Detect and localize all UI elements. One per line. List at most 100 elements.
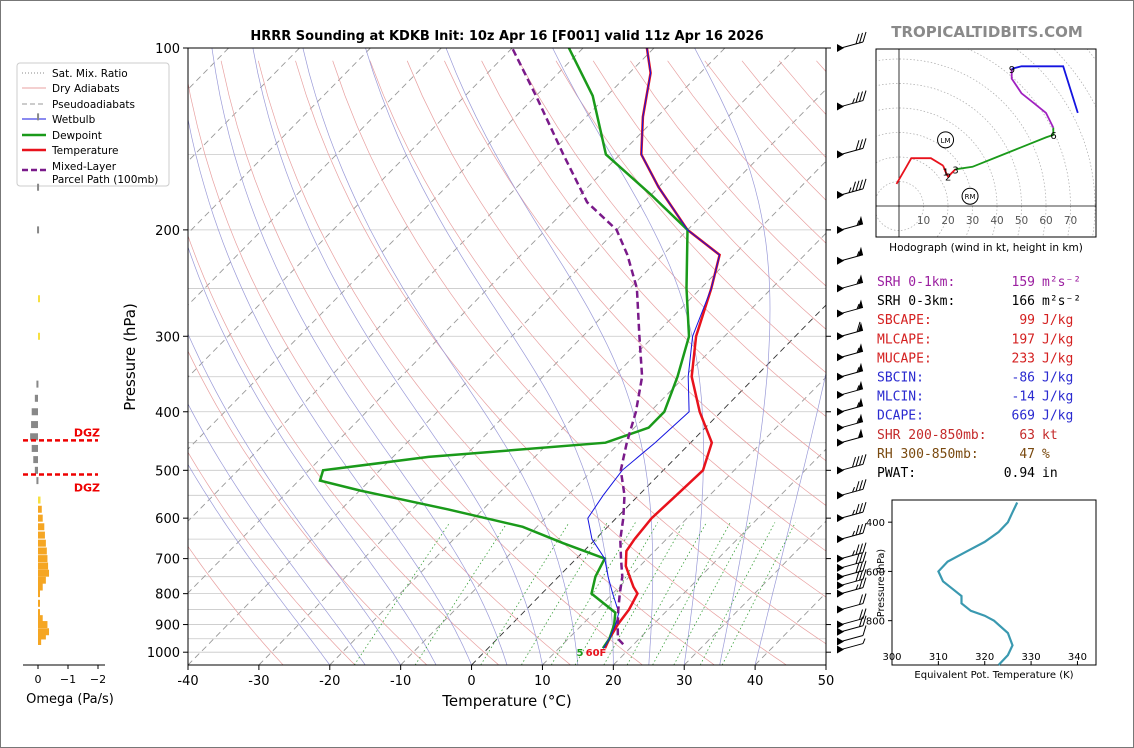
barb-full: [855, 544, 860, 555]
legend-box: [16, 62, 170, 187]
index-unit: kt: [1042, 428, 1058, 443]
omega-bar: [38, 555, 48, 563]
dry-adiabat: [555, 60, 826, 374]
skewt-plot-area: [188, 48, 826, 665]
wind-barb: [837, 479, 867, 500]
barb-full: [859, 578, 863, 589]
legend-entry: Mixed-Layer Parcel Path (100mb): [52, 161, 158, 186]
barb-staff: [840, 570, 864, 578]
index-unit: J/kg: [1042, 371, 1073, 386]
barb-full: [862, 178, 867, 189]
wind-barb: [837, 362, 864, 381]
wind-barb: [837, 413, 864, 432]
wind-barb: [837, 638, 866, 654]
theta-e-tick-label: 340: [1068, 652, 1087, 663]
barb-arrow: [837, 645, 844, 654]
barb-arrow: [837, 423, 844, 432]
dry-adiabat: [188, 80, 571, 665]
skewt-frame: [187, 47, 827, 666]
dry-adiabat: [188, 451, 356, 665]
x-tick-label: -30: [248, 674, 269, 689]
barb-full: [855, 562, 860, 573]
wind-barb: [837, 321, 864, 341]
index-label: DCAPE:: [877, 409, 924, 424]
dry-adiabat: [592, 60, 826, 330]
legend-entry: Sat. Mix. Ratio: [52, 68, 128, 80]
barb-arrow: [837, 466, 844, 475]
theta-e-trace: [937, 502, 1019, 666]
barb-arrow: [837, 554, 844, 563]
wind-barb: [837, 246, 864, 265]
wind-barb: [837, 215, 864, 234]
wind-barb: [837, 299, 864, 318]
storm-motion-marker: [961, 187, 979, 205]
pseudoadiabat: [211, 48, 508, 665]
barb-full: [855, 571, 860, 582]
series-mixed-layer-parcel-path-mb-: [511, 48, 644, 646]
theta-e-frame: [891, 499, 1097, 666]
barb-full: [862, 138, 867, 149]
barb-arrow: [837, 150, 844, 159]
omega-bar: [38, 514, 43, 522]
mixing-ratio-line: [480, 522, 570, 665]
barb-full: [859, 609, 863, 620]
barb-full: [859, 32, 863, 44]
index-label: SRH 0-1km:: [877, 275, 955, 290]
barb-staff: [840, 329, 864, 337]
hodo-tick-label: 50: [1015, 215, 1028, 227]
mixing-ratio-line: [721, 522, 796, 665]
barb-pennant: [858, 413, 863, 423]
index-unit: J/kg: [1042, 409, 1073, 424]
barb-arrow: [837, 637, 844, 646]
omega-bar: [38, 637, 42, 645]
x-tick-label: -40: [177, 674, 198, 689]
omega-tick-label: −1: [60, 673, 76, 686]
barb-full: [859, 561, 863, 572]
index-value: 159: [1012, 275, 1035, 290]
barb-staff: [840, 41, 864, 49]
wind-barb: [837, 31, 867, 52]
dry-adiabat: [188, 234, 500, 665]
barb-arrow: [837, 438, 844, 447]
barb-staff: [840, 532, 864, 540]
legend-entry: Dewpoint: [52, 130, 102, 142]
barb-half: [856, 347, 860, 354]
barb-staff: [840, 436, 864, 444]
omega-bar: [30, 433, 38, 441]
index-label: SBCAPE:: [877, 313, 932, 328]
barb-full: [855, 456, 860, 467]
omega-bar: [31, 421, 38, 429]
barb-half: [852, 530, 855, 537]
dgz-label: DGZ: [74, 481, 100, 494]
dry-adiabat: [295, 60, 787, 665]
index-label: SHR 200-850mb:: [877, 428, 987, 443]
index-value: -14: [1012, 390, 1036, 405]
hodo-frame: [875, 48, 1097, 238]
barb-arrow: [837, 309, 844, 318]
legend-entry: Temperature: [51, 145, 119, 157]
barb-full: [862, 615, 867, 626]
dry-adiabat: [518, 60, 826, 417]
omega-tick-label: −2: [90, 673, 106, 686]
omega-bar: [38, 562, 49, 570]
barb-staff: [840, 350, 864, 358]
barb-half: [856, 367, 860, 373]
hodo-trace: [1010, 68, 1055, 129]
barb-full: [862, 31, 867, 43]
pseudoadiabat: [188, 333, 401, 665]
barb-full: [859, 91, 863, 102]
y-tick-label: 900: [155, 619, 180, 634]
x-tick-label: -20: [319, 674, 340, 689]
x-tick-label: 10: [534, 674, 551, 689]
theta-e-ytick-label: 400: [866, 518, 885, 529]
barb-arrow: [837, 256, 844, 265]
barb-full: [859, 570, 863, 581]
barb-staff: [840, 306, 864, 314]
wind-barb: [837, 428, 864, 447]
barb-staff: [840, 223, 864, 231]
omega-bar: [38, 632, 46, 640]
index-unit: J/kg: [1042, 332, 1073, 347]
index-value: 669: [1012, 409, 1035, 424]
omega-bar: [38, 621, 48, 629]
omega-bar: [38, 295, 40, 303]
